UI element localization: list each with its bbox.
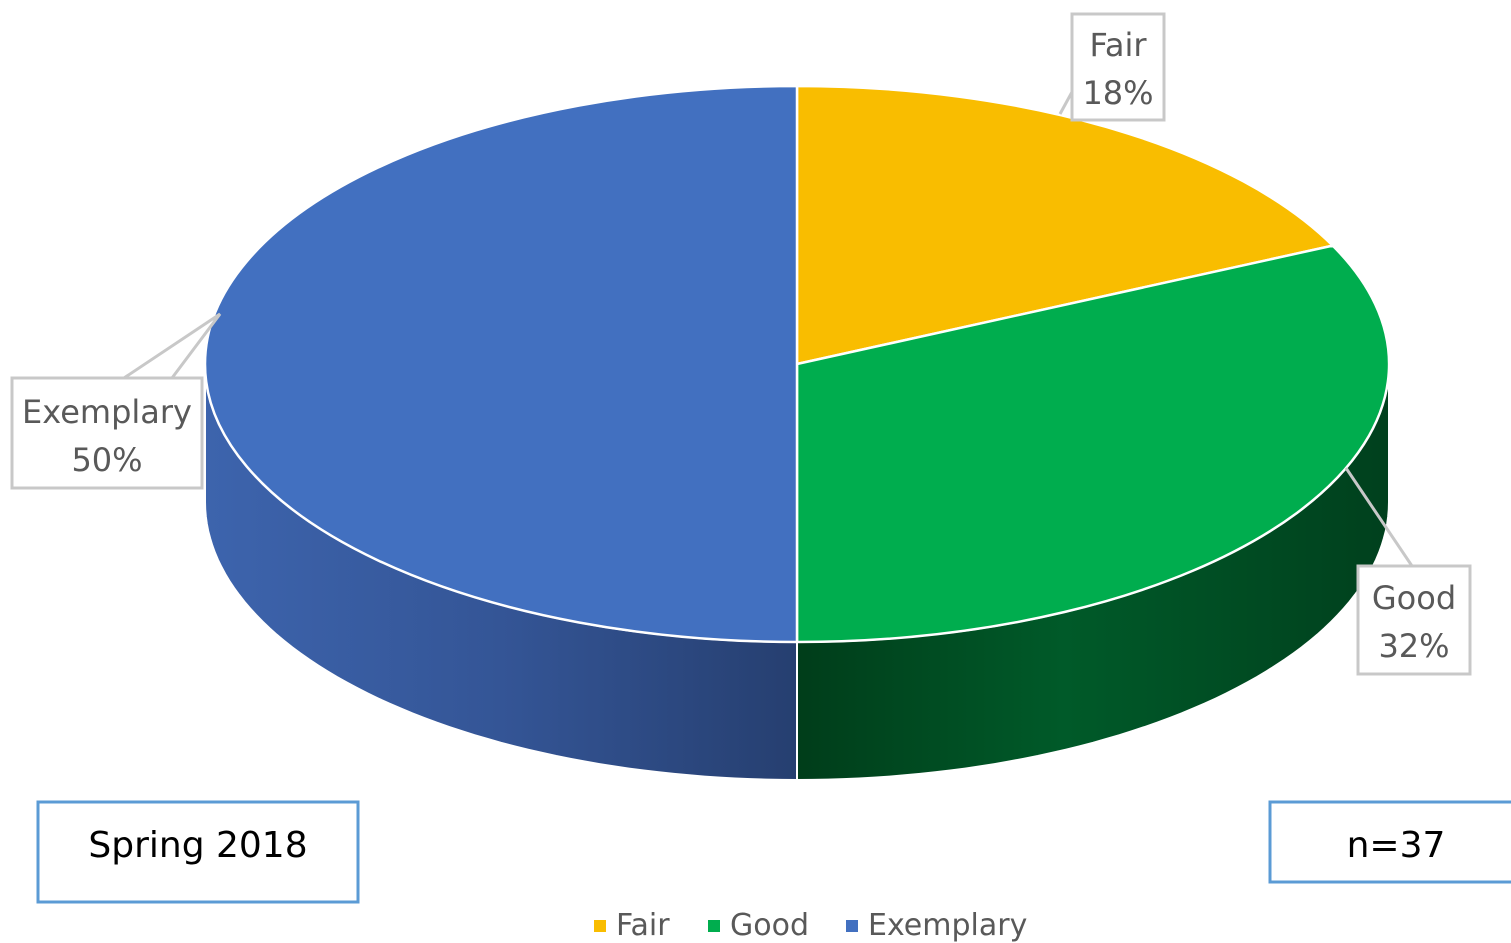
legend-label-fair: Fair xyxy=(616,908,670,943)
legend-label-exemplary: Exemplary xyxy=(868,908,1027,943)
legend-label-good: Good xyxy=(730,908,809,943)
data-label-exemplary: Exemplary 50% xyxy=(10,312,222,490)
data-label-good: Good 32% xyxy=(1344,467,1472,676)
pie-top xyxy=(203,84,1391,644)
data-label-fair-category: Fair xyxy=(1089,26,1147,64)
data-label-good-category: Good xyxy=(1372,579,1456,617)
data-label-fair: Fair 18% xyxy=(1058,12,1166,122)
period-label: Spring 2018 xyxy=(88,825,307,866)
sample-size-box: n=37 xyxy=(1268,800,1511,884)
data-labels: Fair 18% Good 32% Exemplary 50% xyxy=(10,12,1472,676)
sample-size-label: n=37 xyxy=(1347,825,1446,866)
legend: Fair Good Exemplary xyxy=(594,908,1027,943)
data-label-exemplary-value: 50% xyxy=(71,441,142,479)
pie-slice-exemplary xyxy=(203,84,799,644)
data-label-fair-value: 18% xyxy=(1082,74,1153,112)
pie-slice-good xyxy=(795,244,1391,644)
legend-swatch-exemplary xyxy=(846,920,858,932)
data-label-exemplary-category: Exemplary xyxy=(22,393,192,431)
pie-slice-fair xyxy=(795,84,1334,366)
data-label-good-value: 32% xyxy=(1378,627,1449,665)
period-box: Spring 2018 xyxy=(36,800,360,904)
legend-swatch-good xyxy=(708,920,720,932)
legend-swatch-fair xyxy=(594,920,606,932)
